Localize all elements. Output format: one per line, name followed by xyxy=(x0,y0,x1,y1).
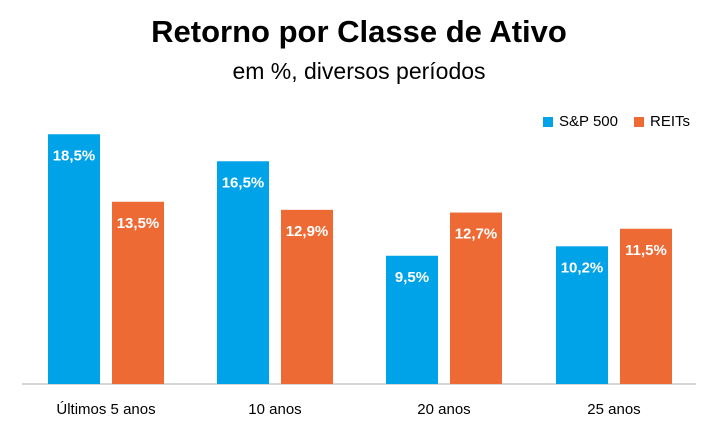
chart-subtitle: em %, diversos períodos xyxy=(232,58,486,84)
legend-swatch-reits xyxy=(633,116,644,127)
bar-reits-3 xyxy=(620,228,672,384)
x-tick-label-3: 25 anos xyxy=(587,401,640,418)
data-label-sp500-1: 16,5% xyxy=(222,174,265,191)
legend-label-sp500: S&P 500 xyxy=(559,113,618,130)
data-label-sp500-2: 9,5% xyxy=(395,269,429,286)
data-label-reits-2: 12,7% xyxy=(455,226,498,243)
x-tick-label-1: 10 anos xyxy=(248,401,301,418)
bar-sp500-0 xyxy=(48,134,100,384)
bar-reits-0 xyxy=(112,201,164,384)
chart-title: Retorno por Classe de Ativo xyxy=(151,14,567,49)
bar-sp500-1 xyxy=(217,161,269,384)
bar-reits-2 xyxy=(450,212,502,384)
data-label-reits-1: 12,9% xyxy=(286,223,329,240)
bar-reits-1 xyxy=(281,209,333,384)
data-label-sp500-3: 10,2% xyxy=(561,259,604,276)
legend-item-reits: REITs xyxy=(633,113,690,130)
legend-swatch-sp500 xyxy=(543,116,554,127)
data-label-sp500-0: 18,5% xyxy=(53,147,96,164)
legend-label-reits: REITs xyxy=(649,113,690,130)
data-label-reits-0: 13,5% xyxy=(117,215,160,232)
x-tick-label-2: 20 anos xyxy=(417,401,470,418)
legend-item-sp500: S&P 500 xyxy=(543,113,618,130)
bar-sp500-2 xyxy=(386,255,438,384)
bar-sp500-3 xyxy=(556,246,608,384)
chart-legend: S&P 500 REITs xyxy=(543,113,690,130)
x-tick-label-0: Últimos 5 anos xyxy=(56,401,155,418)
data-label-reits-3: 11,5% xyxy=(625,242,667,259)
